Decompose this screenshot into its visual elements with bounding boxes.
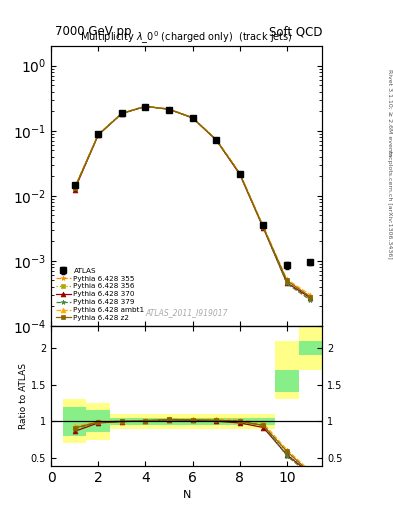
- X-axis label: N: N: [182, 490, 191, 500]
- Pythia 6.428 370: [143, 103, 148, 110]
- Pythia 6.428 ambt1: [285, 276, 289, 283]
- Pythia 6.428 370: [167, 106, 171, 112]
- Pythia 6.428 356: [285, 279, 289, 285]
- Pythia 6.428 ambt1: [190, 115, 195, 121]
- Pythia 6.428 370: [285, 280, 289, 286]
- Pythia 6.428 z2: [72, 185, 77, 191]
- Text: ATLAS_2011_I919017: ATLAS_2011_I919017: [145, 309, 228, 317]
- Pythia 6.428 356: [190, 115, 195, 121]
- Pythia 6.428 379: [167, 106, 171, 112]
- Title: Multiplicity $\lambda\_0^0$ (charged only)  (track jets): Multiplicity $\lambda\_0^0$ (charged onl…: [81, 30, 293, 46]
- Pythia 6.428 370: [119, 111, 124, 117]
- Text: mcplots.cern.ch [arXiv:1306.3436]: mcplots.cern.ch [arXiv:1306.3436]: [387, 151, 392, 259]
- Pythia 6.428 379: [96, 132, 101, 138]
- Pythia 6.428 355: [190, 115, 195, 121]
- Pythia 6.428 z2: [190, 115, 195, 121]
- Pythia 6.428 370: [261, 225, 266, 231]
- Pythia 6.428 356: [261, 224, 266, 230]
- Pythia 6.428 356: [308, 294, 313, 300]
- Legend: ATLAS, Pythia 6.428 355, Pythia 6.428 356, Pythia 6.428 370, Pythia 6.428 379, P: ATLAS, Pythia 6.428 355, Pythia 6.428 35…: [55, 266, 146, 323]
- Pythia 6.428 z2: [143, 103, 148, 110]
- Pythia 6.428 355: [143, 103, 148, 110]
- Pythia 6.428 356: [143, 103, 148, 110]
- Line: Pythia 6.428 370: Pythia 6.428 370: [72, 104, 313, 301]
- Pythia 6.428 z2: [261, 224, 266, 230]
- Pythia 6.428 379: [237, 170, 242, 177]
- Text: Soft QCD: Soft QCD: [269, 26, 322, 38]
- Pythia 6.428 z2: [119, 110, 124, 116]
- Pythia 6.428 355: [96, 132, 101, 138]
- Pythia 6.428 ambt1: [72, 184, 77, 190]
- Y-axis label: Ratio to ATLAS: Ratio to ATLAS: [19, 363, 28, 429]
- Pythia 6.428 355: [119, 110, 124, 116]
- Pythia 6.428 z2: [96, 132, 101, 138]
- Pythia 6.428 355: [72, 185, 77, 191]
- Text: 7000 GeV pp: 7000 GeV pp: [55, 26, 132, 38]
- Pythia 6.428 ambt1: [308, 292, 313, 298]
- Pythia 6.428 379: [190, 115, 195, 121]
- Pythia 6.428 356: [167, 106, 171, 112]
- Pythia 6.428 z2: [237, 170, 242, 177]
- Pythia 6.428 356: [72, 185, 77, 191]
- Line: Pythia 6.428 355: Pythia 6.428 355: [72, 104, 313, 303]
- Pythia 6.428 355: [285, 281, 289, 287]
- Line: Pythia 6.428 z2: Pythia 6.428 z2: [72, 104, 313, 300]
- Pythia 6.428 ambt1: [214, 136, 219, 142]
- Pythia 6.428 ambt1: [261, 223, 266, 229]
- Pythia 6.428 355: [167, 106, 171, 112]
- Pythia 6.428 355: [308, 297, 313, 303]
- Pythia 6.428 379: [261, 224, 266, 230]
- Pythia 6.428 ambt1: [119, 110, 124, 116]
- Pythia 6.428 z2: [285, 278, 289, 284]
- Pythia 6.428 z2: [214, 137, 219, 143]
- Pythia 6.428 379: [308, 297, 313, 303]
- Line: Pythia 6.428 379: Pythia 6.428 379: [72, 104, 313, 303]
- Pythia 6.428 370: [308, 295, 313, 301]
- Pythia 6.428 z2: [308, 294, 313, 300]
- Pythia 6.428 379: [214, 137, 219, 143]
- Pythia 6.428 ambt1: [167, 106, 171, 112]
- Text: Rivet 3.1.10; ≥ 2.6M events: Rivet 3.1.10; ≥ 2.6M events: [387, 69, 392, 157]
- Pythia 6.428 ambt1: [96, 131, 101, 137]
- Pythia 6.428 379: [72, 185, 77, 191]
- Pythia 6.428 355: [214, 137, 219, 143]
- Pythia 6.428 356: [96, 132, 101, 138]
- Pythia 6.428 ambt1: [237, 170, 242, 176]
- Pythia 6.428 356: [237, 170, 242, 177]
- Pythia 6.428 356: [214, 137, 219, 143]
- Pythia 6.428 379: [285, 281, 289, 287]
- Pythia 6.428 ambt1: [143, 103, 148, 109]
- Pythia 6.428 379: [143, 103, 148, 110]
- Pythia 6.428 z2: [167, 106, 171, 112]
- Pythia 6.428 370: [214, 137, 219, 143]
- Pythia 6.428 370: [190, 115, 195, 121]
- Pythia 6.428 370: [72, 186, 77, 193]
- Line: Pythia 6.428 ambt1: Pythia 6.428 ambt1: [72, 104, 313, 297]
- Line: Pythia 6.428 356: Pythia 6.428 356: [72, 104, 313, 300]
- Pythia 6.428 355: [237, 170, 242, 177]
- Pythia 6.428 356: [119, 110, 124, 116]
- Pythia 6.428 355: [261, 224, 266, 230]
- Pythia 6.428 370: [237, 171, 242, 177]
- Pythia 6.428 370: [96, 132, 101, 138]
- Pythia 6.428 379: [119, 110, 124, 116]
